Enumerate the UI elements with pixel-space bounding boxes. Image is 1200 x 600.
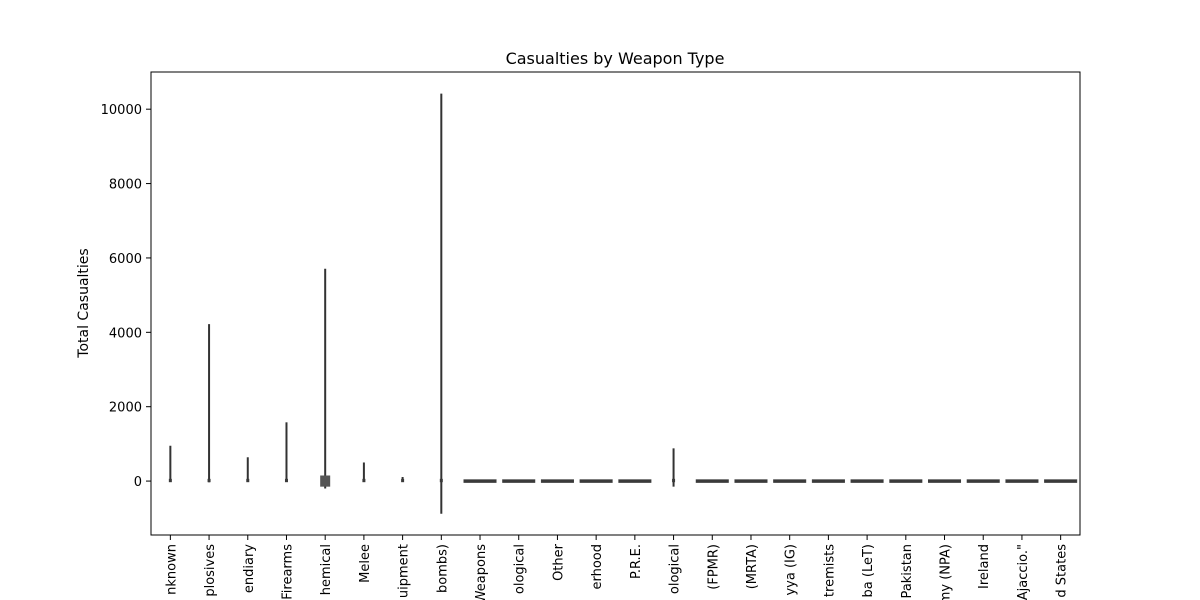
- x-tick-label: Firearms: [280, 544, 295, 600]
- violin-mark: [463, 479, 497, 483]
- x-tick-label: P.R.E.: [629, 544, 644, 579]
- violin-mark: [618, 479, 652, 483]
- x-tick-label: yya (IG): [784, 544, 799, 596]
- y-tick-label: 10000: [101, 103, 142, 118]
- x-tick-label: plosives: [203, 544, 218, 597]
- y-tick-label: 0: [134, 475, 142, 490]
- y-tick-label: 2000: [109, 401, 142, 416]
- violin-mark: [734, 479, 768, 483]
- x-axis: nknown plosives endiary Firearms hemical Mele…: [164, 535, 1070, 600]
- y-tick-label: 4000: [109, 326, 142, 341]
- x-tick-label: Ireland: [977, 544, 992, 589]
- y-axis: 0 2000 4000 6000 8000 10000: [101, 103, 151, 490]
- violin-mark: [811, 479, 845, 483]
- violin-body: [320, 475, 331, 487]
- x-tick-label: nknown: [164, 544, 179, 595]
- violin-iqr-box: [672, 478, 676, 483]
- x-tick-label: Weapons: [474, 544, 489, 600]
- violin-mark: [695, 479, 729, 483]
- x-tick-label: endiary: [242, 544, 257, 593]
- x-tick-label: bombs): [435, 544, 450, 593]
- x-tick-label: erhood: [590, 544, 605, 590]
- x-tick-label: Other: [551, 543, 566, 581]
- violin-mark: [579, 479, 613, 483]
- violin-iqr-box: [207, 478, 211, 483]
- x-tick-label: (FPMR): [706, 544, 721, 590]
- violin-iqr-box: [401, 478, 405, 483]
- chart-title: Casualties by Weapon Type: [506, 49, 725, 68]
- violin-mark: [773, 479, 807, 483]
- x-tick-label: Ajaccio.": [1016, 544, 1031, 600]
- violin-iqr-box: [168, 478, 172, 483]
- violin-iqr-box: [284, 478, 288, 483]
- violin-mark: [1044, 479, 1078, 483]
- violin-iqr-box: [362, 478, 366, 483]
- x-tick-label: ological: [513, 544, 528, 594]
- x-tick-label: tremists: [822, 544, 837, 597]
- violin-iqr-box: [246, 478, 250, 483]
- violin-marks: [168, 93, 1078, 514]
- plot-area: [150, 71, 1081, 536]
- violin-mark: [966, 479, 1000, 483]
- x-tick-label: d States: [1055, 544, 1070, 598]
- violin-mark: [850, 479, 884, 483]
- x-tick-label: hemical: [319, 544, 334, 595]
- x-tick-label: my (NPA): [939, 544, 954, 600]
- x-tick-label: uipment: [397, 544, 412, 598]
- y-tick-label: 6000: [109, 252, 142, 267]
- violin-mark: [1005, 479, 1039, 483]
- y-axis-label: Total Casualties: [76, 248, 92, 358]
- plot-frame: [150, 71, 1081, 536]
- x-tick-label: ological: [668, 544, 683, 594]
- x-tick-label: (MRTA): [745, 544, 760, 589]
- x-tick-label: Pakistan: [900, 544, 915, 598]
- violin-iqr-box: [439, 478, 443, 483]
- violin-mark: [502, 479, 536, 483]
- violin-mark: [928, 479, 962, 483]
- x-tick-label: Melee: [358, 544, 373, 583]
- x-tick-label: ba (LeT): [861, 544, 876, 597]
- y-tick-label: 8000: [109, 178, 142, 193]
- violin-mark: [889, 479, 923, 483]
- violin-mark: [540, 479, 574, 483]
